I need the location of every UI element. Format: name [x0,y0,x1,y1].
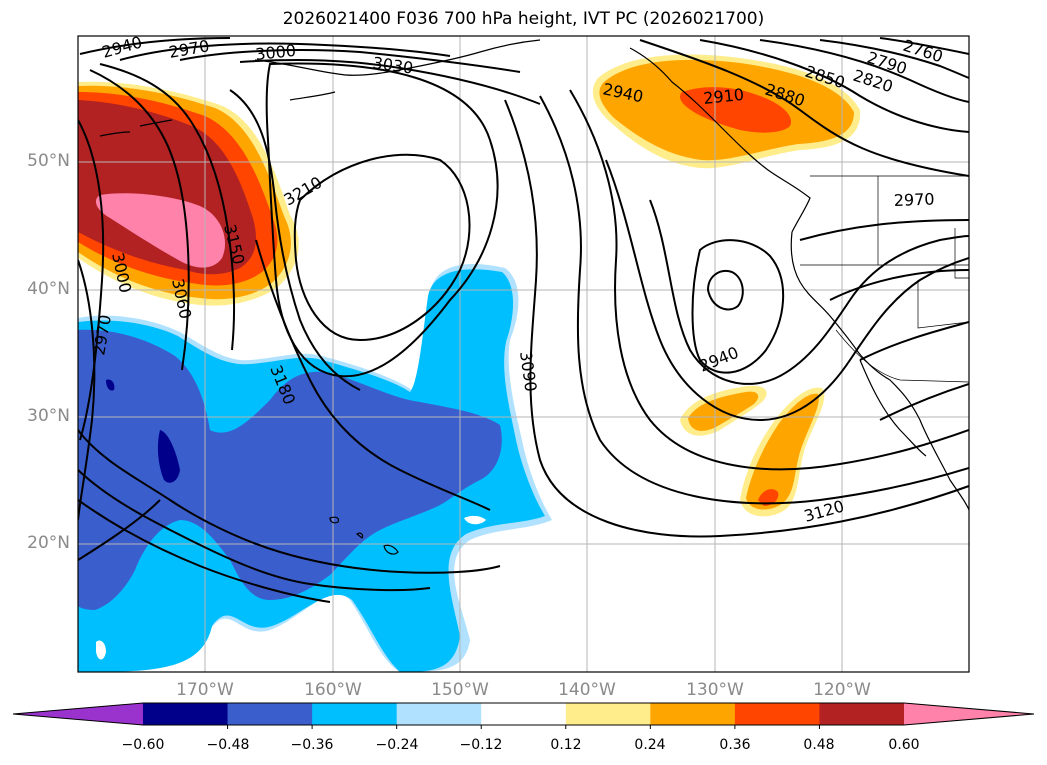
colorbar-extend-low [13,703,143,725]
colorbar-segment [227,703,313,725]
lat-tick-label: 30°N [27,406,70,426]
contour-label: 2970 [893,190,934,210]
map-title: 2026021400 F036 700 hPa height, IVT PC (… [282,9,765,29]
lon-tick-label: 130°W [686,680,744,700]
colorbar-tick-label: 0.36 [719,737,751,753]
contour-label: 2910 [702,85,744,108]
colorbar-tick-label: 0.24 [634,737,666,753]
lat-tick-label: 40°N [27,279,70,299]
colorbar-segment [734,703,820,725]
map-frame [77,35,970,673]
lon-tick-label: 160°W [304,680,362,700]
lon-tick-label: 120°W [813,680,871,700]
map-plot-area: 2940 2970 3000 3030 2940 2910 2880 2850 … [78,36,969,672]
colorbar-tick-label: 0.60 [888,737,920,753]
colorbar-tick-label: −0.24 [375,737,419,753]
colorbar-extend-high [904,703,1034,725]
lat-tick-label: 20°N [27,533,70,553]
colorbar-segment [565,703,651,725]
contour-label: 3000 [254,41,296,64]
ivt-positive-anomaly-west [78,81,299,306]
colorbar-segment [396,703,482,725]
colorbar-segment [481,703,567,725]
colorbar-outline [12,702,1035,726]
lon-tick-label: 150°W [431,680,489,700]
colorbar-segment [650,703,736,725]
colorbar-tick-label: −0.48 [206,737,250,753]
colorbar-segment [312,703,398,725]
colorbar [12,702,1035,729]
colorbar-tick-label: 0.48 [803,737,835,753]
colorbar-segment [819,703,905,725]
colorbar-tick-label: −0.60 [121,737,165,753]
ivt-positive-anomaly-northeast [592,54,861,169]
ivt-negative-anomaly [78,263,552,672]
lat-tick-label: 50°N [27,151,70,171]
lon-tick-label: 170°W [176,680,234,700]
colorbar-tick-label: 0.12 [550,737,582,753]
colorbar-tick-label: −0.12 [459,737,503,753]
graticule [78,36,969,672]
colorbar-segment [143,703,229,725]
height-contours [78,37,969,603]
colorbar-tick-label: −0.36 [290,737,334,753]
lon-tick-label: 140°W [558,680,616,700]
